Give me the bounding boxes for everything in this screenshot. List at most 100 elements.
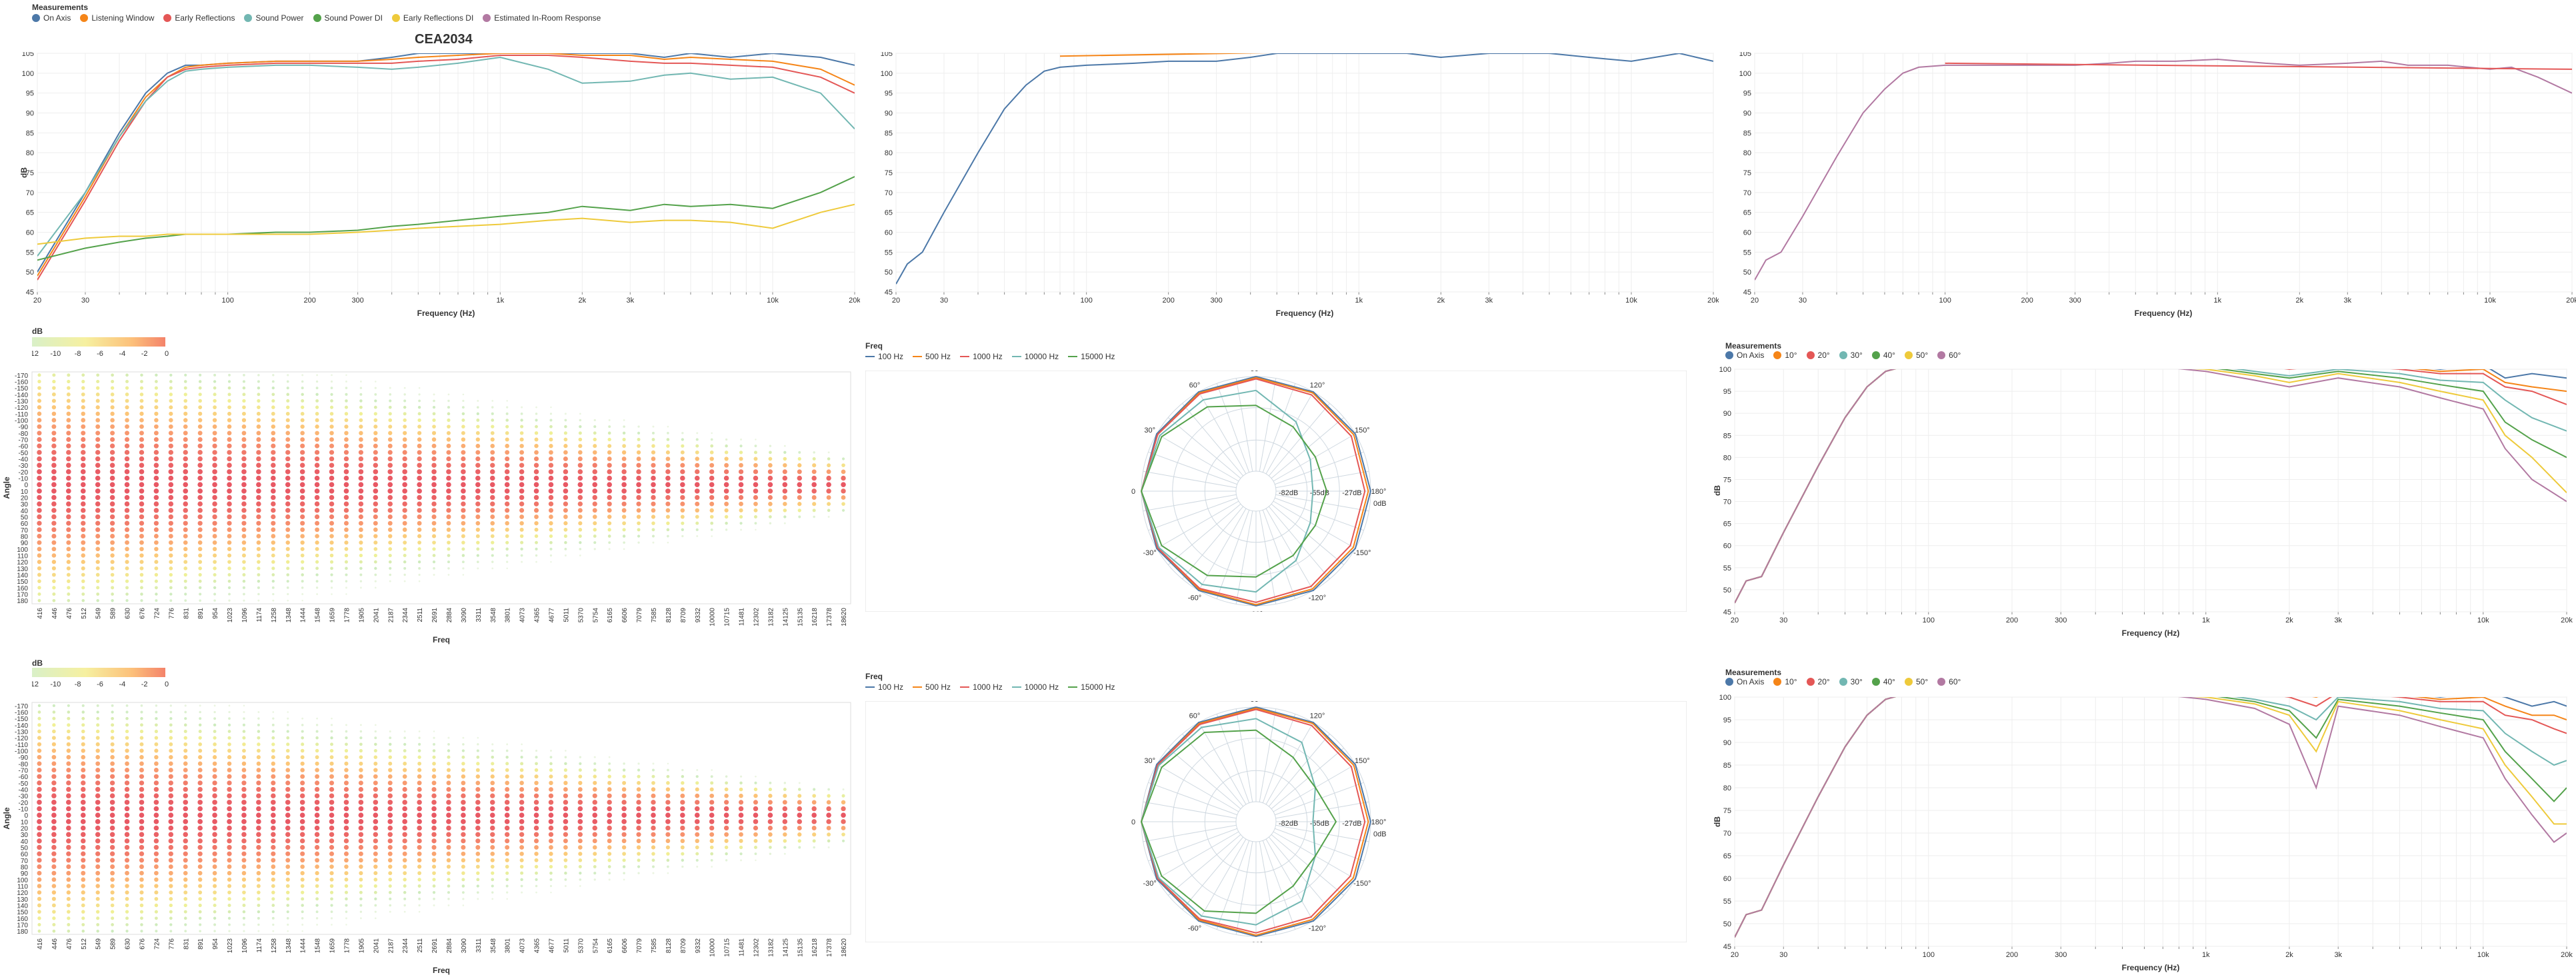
polar-spoke xyxy=(1182,836,1244,910)
heatmap-cell xyxy=(124,450,130,455)
heatmap-cell xyxy=(754,852,757,856)
heatmap-cell xyxy=(329,463,335,468)
heatmap-cell xyxy=(110,534,115,538)
x-tick-label: 3311 xyxy=(475,608,483,622)
heatmap-cell xyxy=(621,787,627,792)
heatmap-cell xyxy=(812,794,817,798)
heatmap-cell xyxy=(739,445,743,448)
heatmap-cell xyxy=(709,832,715,837)
heat-legend-tick: 0 xyxy=(165,350,169,358)
heatmap-cell xyxy=(241,456,247,462)
heatmap-cell xyxy=(505,793,510,798)
heatmap-cell xyxy=(300,540,305,545)
heatmap-cell xyxy=(111,710,114,714)
heatmap-cell xyxy=(475,527,480,532)
heatmap-cell xyxy=(607,774,611,778)
x-tick-label: 17378 xyxy=(826,608,833,626)
heatmap-cell xyxy=(37,373,41,377)
heatmap-cell xyxy=(345,917,347,920)
heatmap-cell xyxy=(257,386,261,390)
heatmap-cell xyxy=(125,761,129,766)
heatmap-cell xyxy=(740,528,743,531)
heatmap-cell xyxy=(461,554,465,557)
heatmap-cell xyxy=(197,761,203,766)
heatmap-cell xyxy=(491,412,494,415)
heatmap-cell xyxy=(329,832,335,837)
heatmap-cell xyxy=(783,794,787,798)
heatmap-cell xyxy=(535,762,538,766)
heatmap-cell xyxy=(345,736,348,740)
heatmap-cell xyxy=(81,418,86,423)
heatmap-cell xyxy=(155,592,158,596)
heatmap-cell xyxy=(183,475,189,481)
heatmap-cell xyxy=(51,437,57,443)
heatmap-cell xyxy=(652,762,655,765)
heatmap-cell xyxy=(359,761,363,766)
heatmap-cell xyxy=(109,450,115,455)
heatmap-cell xyxy=(37,456,42,462)
heatmap-cell xyxy=(183,870,188,876)
heatmap-cell xyxy=(578,528,583,532)
heatmap-cell xyxy=(285,534,291,538)
heatmap-cell xyxy=(534,858,539,862)
heatmap-cell xyxy=(197,877,203,882)
top-legend-label: Sound Power xyxy=(255,13,304,23)
series-line-early-reflections xyxy=(37,55,855,281)
heatmap-cell xyxy=(475,780,481,786)
heatmap-cell xyxy=(491,898,494,900)
heatmap-cell xyxy=(51,780,57,786)
series-line-early-reflections-di xyxy=(37,203,855,245)
heatmap-cell xyxy=(256,418,261,423)
heatmap-cell xyxy=(330,580,333,583)
heatmap-cell xyxy=(153,838,159,844)
top-legend-item-early-reflections-di: Early Reflections DI xyxy=(391,13,473,23)
heatmap-cell xyxy=(696,535,699,537)
x-tick-label: 3k xyxy=(2343,297,2351,305)
heatmap-cell xyxy=(168,870,173,876)
heatmap-cell xyxy=(66,546,71,552)
heatmap-cell xyxy=(125,540,129,545)
heatmap-cell xyxy=(695,501,700,506)
polar-spoke xyxy=(1271,503,1345,565)
heatmap-cell xyxy=(461,851,466,856)
heatmap-cell xyxy=(95,392,100,397)
heatmap-cell xyxy=(767,475,773,481)
heatmap-cell xyxy=(548,832,554,837)
heatmap-cell xyxy=(519,832,525,837)
heatmap-cell xyxy=(153,774,159,779)
heatmap-cell xyxy=(139,736,144,740)
heatmap-cell xyxy=(212,825,217,831)
heatmap-cell xyxy=(300,786,305,792)
heatmap-cell xyxy=(505,540,509,544)
heatmap-cell xyxy=(199,592,202,596)
heatmap-cell xyxy=(95,838,101,844)
polar-angle-label: 60° xyxy=(1189,382,1201,390)
heatmap-cell xyxy=(681,432,684,435)
heatmap-cell xyxy=(403,755,407,759)
heatmap-cell xyxy=(286,742,290,746)
heatmap-cell xyxy=(462,743,465,746)
heatmap-cell xyxy=(417,482,422,487)
y-tick-label: -130 xyxy=(15,399,28,406)
heatmap-cell xyxy=(593,756,596,758)
heatmap-cell xyxy=(446,812,451,818)
heatmap-cell xyxy=(491,884,494,888)
heatmap-cell xyxy=(198,736,202,740)
heatmap-cell xyxy=(549,787,553,792)
heatmap-cell xyxy=(213,723,217,727)
heatmap-cell xyxy=(256,450,261,455)
x-tick-label: 200 xyxy=(2006,951,2018,959)
heatmap-cell xyxy=(95,800,101,805)
heatmap-cell xyxy=(343,800,349,805)
heatmap-cell xyxy=(183,786,188,792)
heatmap-cell xyxy=(388,553,392,558)
y-tick-label: 0 xyxy=(24,812,28,820)
series-line-on-axis xyxy=(1735,369,2567,604)
heatmap-cell xyxy=(534,787,539,792)
heatmap-cell xyxy=(241,450,247,455)
heatmap-cell xyxy=(300,508,305,513)
heatmap-cell xyxy=(548,806,554,812)
heatmap-cell xyxy=(109,838,115,844)
heatmap-cell xyxy=(417,469,422,475)
heatmap-cell xyxy=(183,514,188,520)
